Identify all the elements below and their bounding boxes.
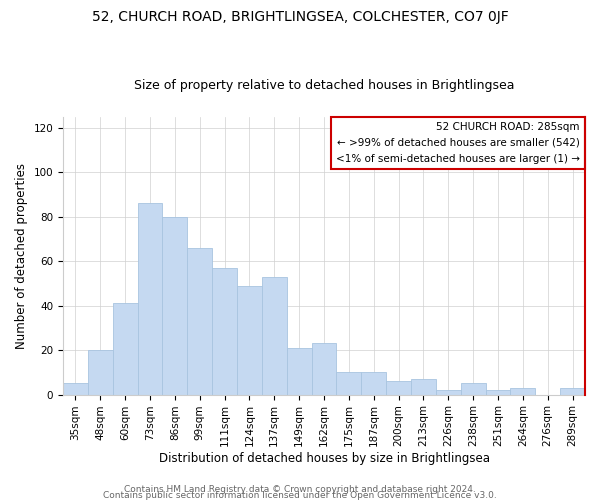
Bar [113,304,137,394]
Bar [411,379,436,394]
Bar [88,350,113,395]
Bar [163,217,187,394]
Bar [137,204,163,394]
Bar [237,286,262,395]
Text: 52 CHURCH ROAD: 285sqm
← >99% of detached houses are smaller (542)
<1% of semi-d: 52 CHURCH ROAD: 285sqm ← >99% of detache… [336,122,580,164]
Bar [262,277,287,394]
Bar [485,390,511,394]
X-axis label: Distribution of detached houses by size in Brightlingsea: Distribution of detached houses by size … [158,452,490,465]
Y-axis label: Number of detached properties: Number of detached properties [15,162,28,348]
Bar [511,388,535,394]
Bar [361,372,386,394]
Text: Contains HM Land Registry data © Crown copyright and database right 2024.: Contains HM Land Registry data © Crown c… [124,484,476,494]
Bar [461,384,485,394]
Bar [287,348,311,395]
Text: 52, CHURCH ROAD, BRIGHTLINGSEA, COLCHESTER, CO7 0JF: 52, CHURCH ROAD, BRIGHTLINGSEA, COLCHEST… [92,10,508,24]
Bar [386,382,411,394]
Bar [337,372,361,394]
Bar [63,384,88,394]
Bar [311,344,337,394]
Title: Size of property relative to detached houses in Brightlingsea: Size of property relative to detached ho… [134,79,514,92]
Text: Contains public sector information licensed under the Open Government Licence v3: Contains public sector information licen… [103,490,497,500]
Bar [187,248,212,394]
Bar [436,390,461,394]
Bar [212,268,237,394]
Bar [560,388,585,394]
